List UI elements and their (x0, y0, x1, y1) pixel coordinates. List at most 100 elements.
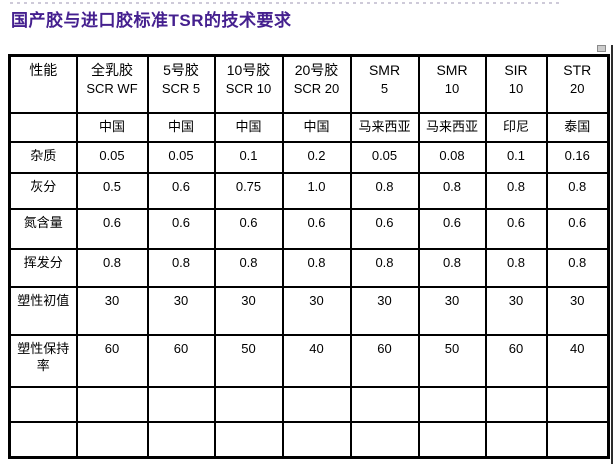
value-cell: 1.0 (281, 171, 352, 210)
value-cell (484, 420, 548, 459)
header-cell: 10号胶 SCR 10 (213, 54, 284, 114)
value-cell (417, 420, 487, 459)
country-cell: 马来西亚 (417, 111, 487, 143)
header-line2: SCR 10 (225, 80, 272, 96)
value-cell: 0.6 (213, 207, 284, 250)
value-cell: 0.05 (75, 140, 149, 174)
right-edge-line (611, 45, 613, 464)
data-row: 塑性保持率 60 60 50 40 60 50 60 40 (8, 333, 610, 388)
row-label-cell: 杂质 (8, 140, 78, 174)
tsr-standards-table: 性能 全乳胶 SCR WF 5号胶 SCR 5 10号胶 SCR 10 20号胶 SCR 20 S… (8, 54, 610, 459)
value-cell: 0.8 (281, 247, 352, 288)
value-cell: 60 (75, 333, 149, 388)
value-cell: 0.8 (349, 247, 420, 288)
value-cell: 0.6 (545, 207, 610, 250)
value-cell (417, 385, 487, 423)
value-cell: 0.6 (146, 207, 216, 250)
country-cell: 马来西亚 (349, 111, 420, 143)
header-cell: 5号胶 SCR 5 (146, 54, 216, 114)
header-line1: 5号胶 (163, 62, 199, 78)
value-cell: 30 (484, 285, 548, 336)
value-cell (146, 420, 216, 459)
country-cell: 中国 (281, 111, 352, 143)
country-row: 中国 中国 中国 中国 马来西亚 马来西亚 印尼 泰国 (8, 111, 610, 143)
country-cell: 中国 (146, 111, 216, 143)
data-row (8, 420, 610, 459)
table-body: 杂质 0.05 0.05 0.1 0.2 0.05 0.08 0.1 0.16 灰分 0.5 0.6 0… (8, 140, 610, 459)
table-head: 性能 全乳胶 SCR WF 5号胶 SCR 5 10号胶 SCR 10 20号胶 SCR 20 S… (8, 54, 610, 143)
value-cell: 0.16 (545, 140, 610, 174)
value-cell: 0.8 (146, 247, 216, 288)
header-line2: 10 (444, 80, 460, 96)
header-line2: 20 (570, 80, 585, 96)
header-cell: SMR 10 (417, 54, 487, 114)
value-cell: 0.6 (349, 207, 420, 250)
value-cell: 0.8 (417, 171, 487, 210)
value-cell: 0.8 (213, 247, 284, 288)
value-cell: 0.6 (75, 207, 149, 250)
value-cell: 0.8 (75, 247, 149, 288)
data-row: 挥发分 0.8 0.8 0.8 0.8 0.8 0.8 0.8 0.8 (8, 247, 610, 288)
header-cell: 全乳胶 SCR WF (75, 54, 149, 114)
data-row: 塑性初值 30 30 30 30 30 30 30 30 (8, 285, 610, 336)
value-cell: 0.6 (281, 207, 352, 250)
value-cell (146, 385, 216, 423)
data-row (8, 385, 610, 423)
row-label-cell: 塑性保持率 (8, 333, 78, 388)
value-cell (75, 420, 149, 459)
row-label-cell: 塑性初值 (8, 285, 78, 336)
value-cell: 0.8 (349, 171, 420, 210)
header-cell: 20号胶 SCR 20 (281, 54, 352, 114)
header-cell: STR 20 (545, 54, 610, 114)
value-cell: 60 (146, 333, 216, 388)
value-cell: 40 (545, 333, 610, 388)
header-line1: SMR (368, 62, 401, 78)
header-line2: SCR WF (86, 80, 138, 96)
value-cell (545, 420, 610, 459)
value-cell: 0.1 (484, 140, 548, 174)
value-cell: 0.1 (213, 140, 284, 174)
value-cell: 0.6 (146, 171, 216, 210)
value-cell: 0.05 (349, 140, 420, 174)
header-row: 性能 全乳胶 SCR WF 5号胶 SCR 5 10号胶 SCR 10 20号胶 SCR 20 S… (8, 54, 610, 114)
data-row: 灰分 0.5 0.6 0.75 1.0 0.8 0.8 0.8 0.8 (8, 171, 610, 210)
value-cell (545, 385, 610, 423)
header-line1: 全乳胶 (91, 62, 133, 78)
header-line1: SMR (436, 62, 468, 78)
header-line1: 20号胶 (294, 62, 339, 78)
value-cell: 0.8 (417, 247, 487, 288)
value-cell: 0.8 (545, 247, 610, 288)
header-line1: SIR (504, 62, 528, 78)
value-cell: 0.75 (213, 171, 284, 210)
country-cell: 中国 (75, 111, 149, 143)
header-line2: 10 (508, 80, 524, 96)
country-cell: 中国 (213, 111, 284, 143)
country-cell (8, 111, 78, 143)
value-cell (281, 385, 352, 423)
header-cell: SIR 10 (484, 54, 548, 114)
header-line1: 性能 (29, 62, 58, 78)
value-cell (75, 385, 149, 423)
country-cell: 泰国 (545, 111, 610, 143)
value-cell: 30 (545, 285, 610, 336)
value-cell (213, 385, 284, 423)
value-cell (213, 420, 284, 459)
value-cell: 60 (484, 333, 548, 388)
value-cell: 40 (281, 333, 352, 388)
header-line2: SCR 20 (293, 80, 340, 96)
value-cell: 30 (75, 285, 149, 336)
data-row: 氮含量 0.6 0.6 0.6 0.6 0.6 0.6 0.6 0.6 (8, 207, 610, 250)
value-cell: 30 (281, 285, 352, 336)
value-cell: 0.6 (417, 207, 487, 250)
value-cell: 0.2 (281, 140, 352, 174)
data-row: 杂质 0.05 0.05 0.1 0.2 0.05 0.08 0.1 0.16 (8, 140, 610, 174)
value-cell: 0.8 (545, 171, 610, 210)
row-label-cell: 灰分 (8, 171, 78, 210)
header-cell: SMR 5 (349, 54, 420, 114)
header-line1: 10号胶 (226, 62, 271, 78)
value-cell: 0.08 (417, 140, 487, 174)
value-cell (281, 420, 352, 459)
value-cell: 0.05 (146, 140, 216, 174)
value-cell: 0.8 (484, 247, 548, 288)
value-cell: 0.6 (484, 207, 548, 250)
